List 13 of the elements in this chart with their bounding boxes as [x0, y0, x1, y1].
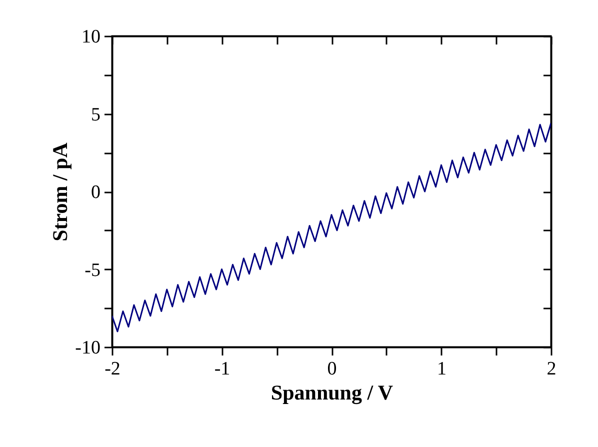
x-axis-title: Spannung / V	[270, 380, 394, 404]
x-tick-label: -2	[104, 358, 120, 380]
x-tick-label: 2	[546, 358, 556, 380]
x-tick-label: -1	[214, 358, 230, 380]
x-tick-label: 1	[437, 358, 446, 380]
y-tick-label: 0	[91, 182, 100, 203]
y-tick-label: -5	[84, 260, 100, 281]
y-axis-title: Strom / pA	[48, 142, 72, 242]
x-tick-label: 0	[327, 358, 337, 380]
y-tick-label: 10	[82, 26, 100, 48]
y-tick-label: -10	[75, 338, 100, 358]
line-series	[112, 122, 551, 332]
y-tick-label: 5	[91, 104, 100, 126]
